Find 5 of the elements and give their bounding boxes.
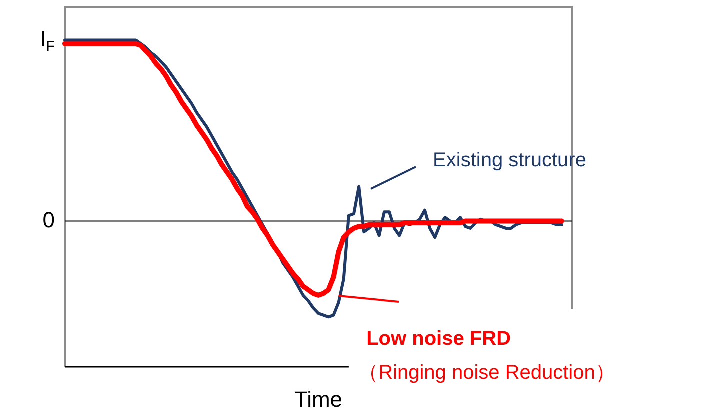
- text: Low noise FRD: [366, 328, 512, 350]
- text: （Ringing noise Reduction）: [358, 362, 616, 384]
- series-label: Existing structure: [433, 149, 586, 172]
- x-axis-title: Time: [294, 387, 343, 412]
- text: 0: [42, 207, 56, 232]
